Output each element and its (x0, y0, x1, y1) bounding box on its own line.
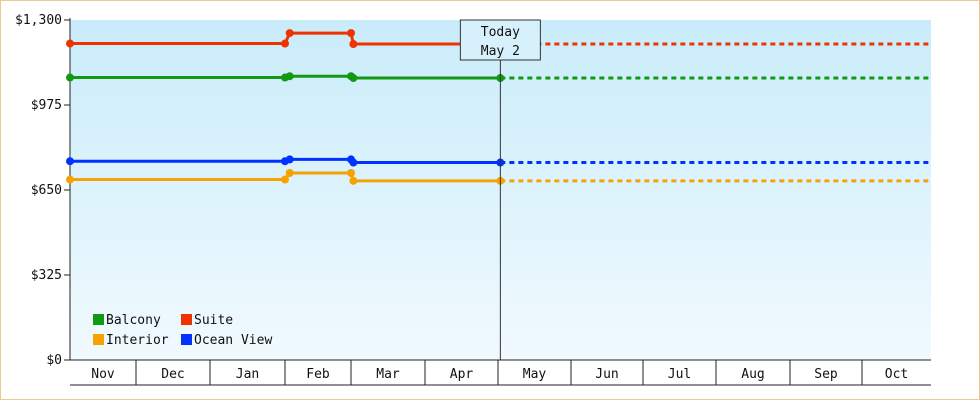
ocean-view-data-point (66, 157, 74, 166)
x-tick-label: Dec (161, 367, 184, 382)
x-tick-label: Apr (450, 367, 474, 382)
x-tick-label: Nov (91, 367, 115, 382)
interior-data-point (347, 169, 355, 177)
interior-data-point (281, 175, 289, 184)
balcony-data-point (349, 74, 358, 83)
y-tick-label: $0 (46, 353, 62, 368)
suite-data-point (66, 39, 74, 48)
y-tick-label: $975 (31, 98, 62, 113)
ocean-view-data-point (285, 155, 294, 164)
interior-data-point (349, 176, 358, 185)
legend-label-suite: Suite (194, 313, 233, 328)
legend-label-ocean-view: Ocean View (194, 333, 272, 348)
y-tick-label: $1,300 (15, 13, 62, 28)
y-tick-label: $325 (31, 268, 62, 283)
suite-data-point (349, 40, 358, 49)
balcony-data-point (66, 73, 74, 82)
x-tick-label: Feb (306, 367, 330, 382)
x-tick-label: Mar (376, 367, 400, 382)
y-tick-label: $650 (31, 183, 62, 198)
today-marker-date: May 2 (481, 44, 520, 59)
today-marker-box (459, 19, 541, 61)
legend-label-interior: Interior (106, 333, 169, 348)
ocean-view-data-point (349, 158, 358, 167)
interior-data-point (285, 169, 294, 177)
balcony-data-point (285, 72, 294, 81)
ocean-view-series-line (70, 157, 501, 165)
balcony-series-line (70, 74, 501, 80)
x-tick-label: Jun (595, 367, 618, 382)
x-tick-label: Jan (236, 367, 259, 382)
suite-series-line (70, 31, 501, 46)
x-tick-label: Sep (814, 367, 838, 382)
x-tick-label: Aug (741, 367, 764, 382)
x-tick-label: Oct (885, 367, 908, 382)
interior-series-line (70, 171, 501, 183)
today-marker-title: Today (481, 25, 520, 40)
suite-data-point (281, 39, 289, 48)
x-tick-label: Jul (668, 367, 691, 382)
x-tick-label: May (523, 367, 547, 382)
suite-data-point (285, 29, 294, 38)
legend-swatch-ocean-view (181, 334, 192, 345)
interior-data-point (66, 175, 74, 184)
legend-swatch-balcony (93, 314, 104, 325)
legend-label-balcony: Balcony (106, 313, 161, 328)
legend-swatch-interior (93, 334, 104, 345)
suite-data-point (347, 29, 355, 38)
legend-swatch-suite (181, 314, 192, 325)
